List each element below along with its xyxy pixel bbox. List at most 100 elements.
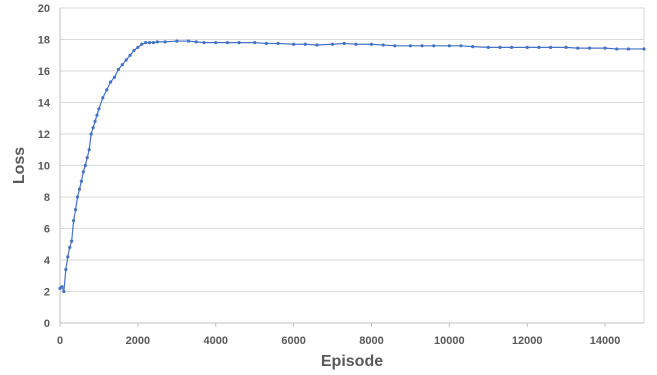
data-point	[354, 42, 358, 46]
data-point	[393, 44, 397, 48]
x-tick-label: 12000	[512, 335, 543, 347]
data-point	[151, 41, 156, 45]
data-point	[112, 75, 117, 79]
data-point	[93, 119, 97, 123]
x-tick-label: 2000	[126, 335, 150, 347]
x-tick-label: 8000	[359, 335, 383, 347]
data-point	[132, 48, 136, 53]
data-point	[109, 80, 113, 84]
data-point	[369, 42, 374, 46]
x-tick-label: 4000	[203, 335, 227, 347]
data-point	[510, 45, 514, 49]
data-point	[101, 96, 105, 100]
gridlines	[60, 7, 645, 323]
data-point	[75, 195, 80, 199]
data-point	[537, 45, 541, 49]
axes	[59, 8, 644, 327]
data-point	[175, 39, 179, 43]
y-axis-title: Loss	[11, 147, 28, 184]
data-point	[163, 40, 167, 44]
data-point	[120, 63, 124, 67]
data-point	[62, 289, 66, 294]
data-point	[253, 41, 257, 45]
data-point	[87, 148, 91, 152]
data-point	[95, 113, 99, 117]
data-point	[194, 40, 198, 44]
data-point	[564, 45, 568, 49]
data-point	[486, 45, 490, 49]
data-point	[81, 170, 85, 174]
x-axis-title: Episode	[321, 353, 383, 370]
y-tick-label: 12	[38, 129, 50, 141]
y-tick-label: 4	[44, 255, 51, 267]
data-point	[70, 239, 74, 243]
data-point	[408, 44, 412, 48]
data-point	[342, 41, 346, 46]
x-tick-label: 14000	[590, 335, 621, 347]
x-tick-labels: 0 2000 4000 6000 8000 10000 12000 14000	[57, 335, 620, 347]
data-point	[124, 58, 128, 62]
data-point	[91, 126, 95, 130]
x-tick-label: 6000	[281, 335, 305, 347]
x-tick-label: 10000	[434, 335, 465, 347]
y-tick-label: 8	[44, 192, 50, 204]
data-point	[276, 41, 280, 46]
data-point	[136, 45, 140, 49]
y-tick-label: 10	[38, 161, 50, 173]
data-point	[330, 42, 335, 46]
data-point	[214, 41, 218, 45]
data-point	[525, 45, 529, 49]
y-tick-label: 6	[44, 224, 50, 236]
data-point	[587, 46, 592, 50]
y-tick-labels: 0 2 4 6 8 10 12 14 16 18 20	[38, 3, 51, 330]
data-point	[315, 43, 319, 47]
data-point	[155, 40, 159, 44]
data-point	[116, 67, 120, 72]
y-tick-label: 16	[38, 66, 50, 78]
data-point	[68, 245, 72, 249]
data-point	[60, 285, 64, 289]
data-point	[66, 255, 70, 259]
data-point	[79, 179, 84, 183]
data-point	[105, 88, 109, 92]
y-tick-label: 2	[44, 287, 50, 299]
y-tick-label: 20	[38, 3, 50, 15]
data-point	[83, 163, 87, 168]
y-tick-label: 18	[38, 35, 50, 47]
y-tick-label: 0	[44, 318, 50, 330]
data-point	[225, 41, 230, 45]
data-point	[89, 132, 93, 136]
data-point	[144, 41, 148, 45]
data-point	[202, 41, 206, 45]
data-point	[432, 44, 436, 48]
y-tick-label: 14	[38, 98, 51, 110]
data-point	[85, 156, 89, 160]
data-point	[626, 47, 631, 51]
data-point	[140, 42, 144, 46]
data-point	[264, 41, 268, 46]
data-point	[97, 107, 101, 111]
data-point	[548, 45, 553, 49]
data-point	[615, 47, 619, 51]
data-point	[292, 42, 296, 46]
data-point	[576, 46, 580, 50]
data-point	[128, 53, 132, 57]
data-point	[147, 41, 152, 45]
data-point	[64, 267, 68, 272]
series-line	[59, 40, 644, 293]
data-point	[603, 46, 607, 50]
series-loss	[58, 39, 646, 294]
data-point	[447, 44, 451, 48]
data-point	[471, 44, 475, 49]
data-point	[498, 45, 502, 49]
data-point	[72, 219, 76, 223]
data-point	[642, 47, 646, 51]
data-point	[420, 44, 424, 48]
data-point	[237, 41, 241, 45]
x-tick-label: 0	[57, 335, 63, 347]
data-point	[303, 42, 307, 46]
data-point	[459, 44, 463, 48]
data-point	[381, 43, 385, 47]
data-point	[186, 39, 191, 43]
